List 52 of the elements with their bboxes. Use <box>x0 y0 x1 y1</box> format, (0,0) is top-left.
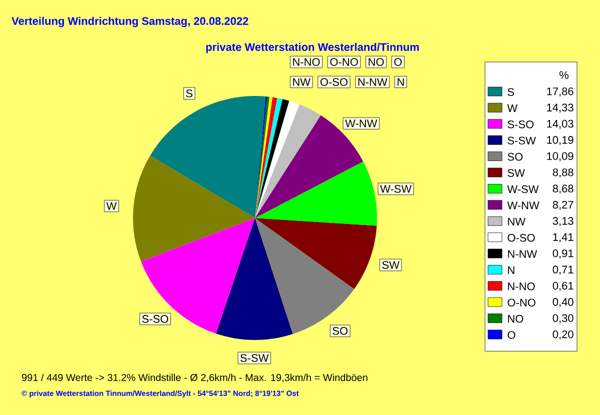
slice-label: W-NW <box>345 120 378 128</box>
data-label: 8,68 <box>552 184 574 194</box>
chart-title: Verteilung Windrichtung Samstag, 20.08.2022 <box>12 16 248 28</box>
legend-label: O-NO <box>508 298 536 306</box>
category-label: N <box>398 78 404 86</box>
legend-label: W-NW <box>507 202 540 210</box>
slice-label: S <box>186 90 192 98</box>
data-label: 3,13 <box>552 217 574 226</box>
data-label: 0,61 <box>552 282 574 291</box>
data-label: 17,86 <box>547 87 574 97</box>
data-label: 10,19 <box>547 136 574 146</box>
slice-label: NW <box>293 78 310 86</box>
slice-label: S-SW <box>240 354 269 362</box>
legend-title: % <box>560 71 568 79</box>
legend-label: S <box>508 88 514 96</box>
legend-label: O-SO <box>508 234 535 242</box>
slice-label: N-NO <box>293 58 320 66</box>
text: 991 / 449 Werte -> 31.2% Windstille - Ø 2,6km/h - Max. 19,3km/h = Windböen <box>22 374 368 382</box>
data-label: 8,88 <box>552 168 574 178</box>
data-label: 14,33 <box>547 104 574 113</box>
category-label: O-NO <box>330 58 358 66</box>
data-label: 10,09 <box>547 152 574 162</box>
slice-label: W <box>106 202 117 210</box>
data-label: 0,40 <box>552 298 574 308</box>
legend-label: S-SO <box>508 120 534 128</box>
data-label: 0,20 <box>552 330 574 340</box>
data-label: 1,41 <box>553 233 574 242</box>
legend-label: S-SW <box>508 136 536 144</box>
legend-label: SW <box>508 169 525 177</box>
legend-label: W-SW <box>507 185 539 194</box>
category-label: NO <box>368 58 384 66</box>
category-label: O-SO <box>320 78 348 86</box>
legend-label: W <box>507 104 518 112</box>
data-label: 0,30 <box>552 314 574 324</box>
data-label: 8,27 <box>552 200 574 210</box>
category-label: N-NW <box>358 78 388 86</box>
legend-label: NW <box>508 218 526 226</box>
slice-label: SW <box>382 261 400 269</box>
legend-label: N-NO <box>508 282 535 290</box>
chart-subtitle: private Wetterstation Westerland/Tinnum <box>206 42 419 54</box>
slice-label: S-SO <box>142 315 168 323</box>
slice-label: W-SW <box>380 185 412 193</box>
data-label: 0,71 <box>552 266 574 275</box>
legend-label: SO <box>508 152 523 161</box>
legend-label: O <box>508 331 516 339</box>
legend-label: N-NW <box>508 250 538 258</box>
data-label: 14,03 <box>547 120 574 129</box>
legend-label: NO <box>508 314 524 323</box>
slice-label: SO <box>332 327 348 335</box>
category-label: O <box>394 58 402 66</box>
data-label: 0,91 <box>552 249 574 259</box>
legend-label: N <box>508 266 514 274</box>
